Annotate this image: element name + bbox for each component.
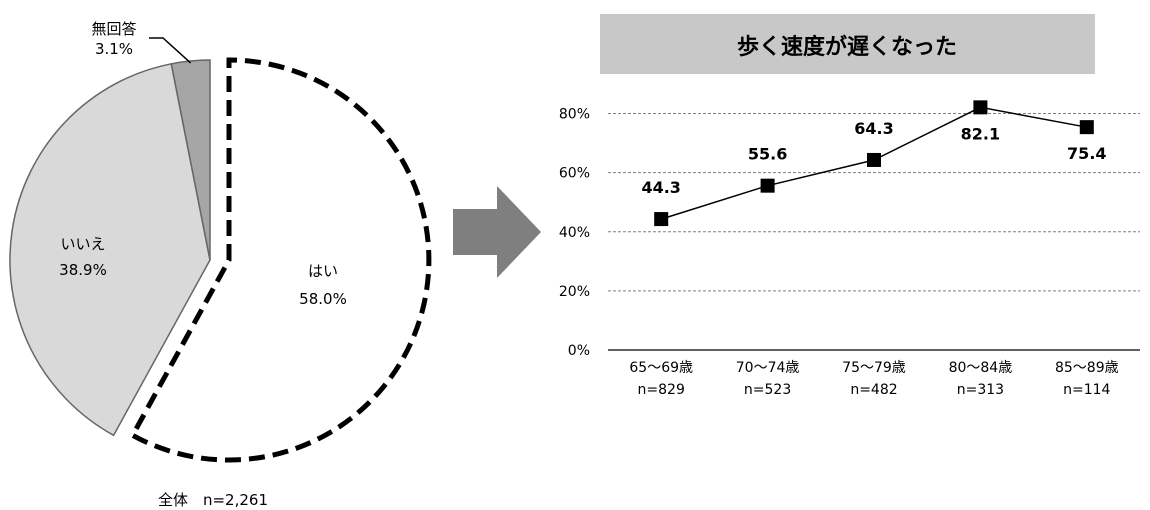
data-point: [867, 152, 881, 167]
pie-value-no-answer: 3.1%: [95, 40, 133, 58]
chart-title-box: [600, 14, 1095, 74]
x-axis-labels: 65～69歳 n=829 70～74歳 n=523 75～79歳 n=482 80～84歳 n…: [629, 360, 1118, 398]
x-tick-sublabel: n=482: [850, 382, 897, 398]
pie-caption: 全体 n=2,261: [158, 491, 268, 509]
data-point: [973, 100, 988, 115]
data-label: 55.6: [748, 145, 787, 164]
chart-title: 歩く速度が遅くなった: [737, 34, 957, 60]
pie-label-no: いいえ: [60, 235, 105, 253]
data-point: [654, 212, 669, 227]
data-label: 75.4: [1067, 144, 1106, 163]
right-arrow-icon: [453, 186, 541, 278]
pie-label-yes: はい: [308, 262, 338, 280]
no-answer-leader-line: [149, 37, 192, 64]
data-point: [1079, 120, 1094, 135]
x-tick-label: 70～74歳: [736, 360, 800, 376]
x-tick-label: 75～79歳: [842, 360, 906, 376]
data-label: 44.3: [641, 178, 680, 197]
pie-slice-no: [9, 62, 211, 437]
pie-slice-no-answer: [170, 59, 211, 261]
line-chart: 歩く速度が遅くなった 0% 20% 40% 60% 80% 65～69歳 n=829 70～…: [559, 14, 1140, 398]
x-tick-sublabel: n=829: [638, 382, 685, 398]
pie-slice-yes: [129, 57, 432, 463]
y-tick-label: 80%: [559, 107, 590, 123]
y-tick-label: 40%: [559, 225, 590, 241]
y-tick-label: 60%: [559, 166, 590, 182]
data-point: [760, 178, 775, 193]
y-axis-tick-labels: 0% 20% 40% 60% 80%: [559, 107, 590, 359]
data-labels: 44.3 55.6 64.3 82.1 75.4: [641, 119, 1106, 197]
pie-chart: 無回答 3.1% いいえ 38.9% はい 58.0% 全体 n=2,261: [9, 20, 432, 509]
y-tick-label: 20%: [559, 284, 590, 300]
x-tick-label: 80～84歳: [949, 360, 1013, 376]
y-tick-label: 0%: [568, 343, 590, 359]
x-tick-sublabel: n=523: [744, 382, 791, 398]
x-tick-label: 85～89歳: [1055, 360, 1119, 376]
series-markers: [654, 100, 1094, 227]
pie-label-no-answer: 無回答: [91, 20, 136, 38]
x-tick-sublabel: n=114: [1063, 382, 1110, 398]
gridlines: [608, 113, 1140, 351]
data-label: 82.1: [961, 124, 1000, 143]
x-tick-sublabel: n=313: [957, 382, 1004, 398]
pie-value-yes: 58.0%: [299, 290, 347, 308]
data-label: 64.3: [854, 119, 893, 138]
pie-value-no: 38.9%: [59, 261, 107, 279]
x-tick-label: 65～69歳: [629, 360, 693, 376]
